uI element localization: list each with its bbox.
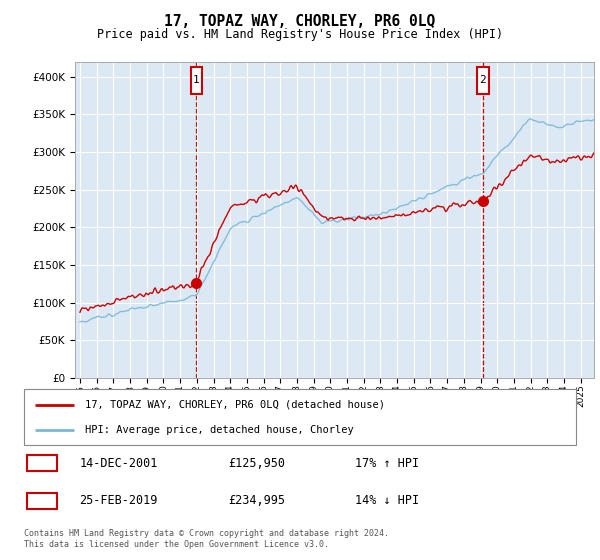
Text: 14% ↓ HPI: 14% ↓ HPI	[355, 494, 419, 507]
Text: 1: 1	[193, 76, 200, 86]
Text: 14-DEC-2001: 14-DEC-2001	[79, 456, 158, 470]
Text: Contains HM Land Registry data © Crown copyright and database right 2024.
This d: Contains HM Land Registry data © Crown c…	[24, 529, 389, 549]
FancyBboxPatch shape	[477, 67, 488, 94]
FancyBboxPatch shape	[191, 67, 202, 94]
Text: Price paid vs. HM Land Registry's House Price Index (HPI): Price paid vs. HM Land Registry's House …	[97, 28, 503, 41]
FancyBboxPatch shape	[24, 389, 576, 445]
Text: £125,950: £125,950	[228, 456, 285, 470]
Text: 1: 1	[38, 456, 46, 470]
Text: £234,995: £234,995	[228, 494, 285, 507]
FancyBboxPatch shape	[27, 455, 57, 472]
Text: 17, TOPAZ WAY, CHORLEY, PR6 0LQ: 17, TOPAZ WAY, CHORLEY, PR6 0LQ	[164, 14, 436, 29]
Text: 17, TOPAZ WAY, CHORLEY, PR6 0LQ (detached house): 17, TOPAZ WAY, CHORLEY, PR6 0LQ (detache…	[85, 400, 385, 410]
FancyBboxPatch shape	[27, 493, 57, 509]
Text: 25-FEB-2019: 25-FEB-2019	[79, 494, 158, 507]
Text: HPI: Average price, detached house, Chorley: HPI: Average price, detached house, Chor…	[85, 424, 353, 435]
Text: 2: 2	[38, 494, 46, 507]
Text: 2: 2	[479, 76, 486, 86]
Text: 17% ↑ HPI: 17% ↑ HPI	[355, 456, 419, 470]
